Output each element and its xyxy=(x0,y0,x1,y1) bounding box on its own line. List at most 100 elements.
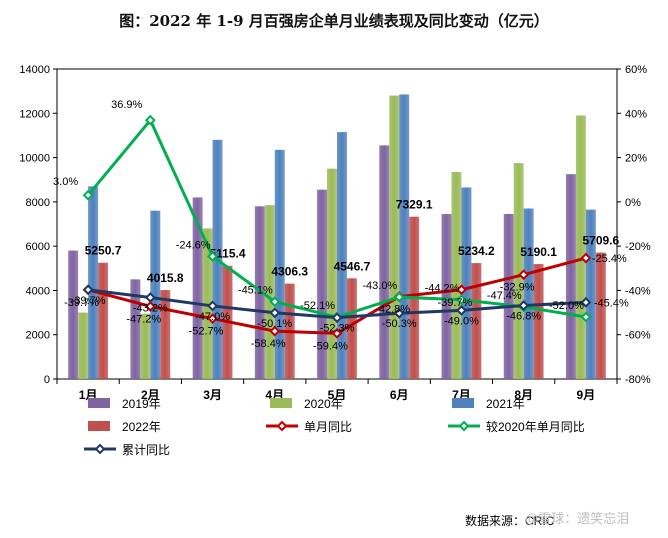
legend-label-较2020年单月同比: 较2020年单月同比 xyxy=(486,419,585,434)
line-label-较2020年单月同比: 36.9% xyxy=(111,99,142,111)
legend-marker-较2020年单月同比 xyxy=(458,420,470,432)
line-label-较2020年单月同比: -44.2% xyxy=(425,283,460,295)
marker-累计同比 xyxy=(144,292,156,303)
legend-swatch-2021年 xyxy=(452,398,474,408)
bar-2022年-9月 xyxy=(595,252,606,379)
right-tick-label: -40% xyxy=(625,285,651,297)
line-label-较2020年单月同比: -43.0% xyxy=(362,280,397,292)
bar-2021年-9月 xyxy=(585,209,596,379)
bar-2019年-3月 xyxy=(192,197,203,379)
line-label-单月同比: -39.7% xyxy=(437,297,472,309)
x-tick-label: 5月 xyxy=(328,388,347,402)
line-label-较2020年单月同比: -24.6% xyxy=(176,239,211,251)
watermark: @雪球：遗笑忘泪 xyxy=(525,511,629,526)
marker-单月同比 xyxy=(580,252,592,264)
x-tick-label: 2月 xyxy=(141,388,160,402)
right-tick-label: -20% xyxy=(625,241,651,253)
right-tick-label: 60% xyxy=(625,64,647,76)
marker-累计同比 xyxy=(207,300,218,312)
line-label-单月同比: -47.2% xyxy=(126,313,161,325)
right-tick-label: 20% xyxy=(625,153,647,165)
bar-2019年-9月 xyxy=(565,174,576,379)
line-label-较2020年单月同比: -52.1% xyxy=(300,300,335,312)
chart-title: 图：2022 年 1-9 月百强房企单月业绩表现及同比变动（亿元） xyxy=(119,12,549,30)
line-label-累计同比: -46.8% xyxy=(506,310,541,322)
line-label-单月同比: -25.4% xyxy=(592,253,627,265)
x-tick-label: 8月 xyxy=(514,388,533,402)
marker-较2020年单月同比 xyxy=(82,189,94,201)
bar-value-label: 5115.4 xyxy=(209,247,245,261)
bar-2020年-1月 xyxy=(78,312,89,379)
legend-label-2022年: 2022年 xyxy=(122,420,161,434)
line-label-较2020年单月同比: -52.0% xyxy=(549,300,584,312)
bar-2021年-6月 xyxy=(399,94,410,379)
bar-2020年-6月 xyxy=(389,95,400,380)
marker-单月同比 xyxy=(331,327,343,339)
marker-累计同比 xyxy=(518,300,530,311)
legend-label-2021年: 2021年 xyxy=(486,397,525,411)
marker-单月同比 xyxy=(144,300,156,312)
marker-单月同比 xyxy=(207,313,218,324)
bar-2022年-5月 xyxy=(346,278,357,379)
line-label-单月同比: -39.7% xyxy=(64,297,99,309)
bar-2021年-2月 xyxy=(150,210,161,379)
bar-value-label: 4546.7 xyxy=(334,259,371,273)
left-tick-label: 0 xyxy=(44,374,50,386)
line-label-单月同比: -52.7% xyxy=(189,326,224,338)
bar-2019年-1月 xyxy=(68,250,79,379)
line-label-较2020年单月同比: 3.0% xyxy=(53,176,78,188)
left-tick-label: 12000 xyxy=(19,108,50,120)
bar-2021年-8月 xyxy=(523,208,534,379)
bar-2019年-2月 xyxy=(130,279,141,379)
line-labels: -39.7% -47.2% -52.7% -58.4% -59.4% -42.8% -39.… xyxy=(53,99,629,352)
bar-2020年-8月 xyxy=(513,163,524,379)
bar-2021年-4月 xyxy=(274,149,285,379)
line-label-累计同比: -50.3% xyxy=(382,318,417,330)
line-label-累计同比: -50.1% xyxy=(257,318,292,330)
marker-较2020年单月同比 xyxy=(144,114,156,126)
bar-value-label: 5709.6 xyxy=(582,234,619,248)
marker-单月同比 xyxy=(456,284,467,296)
legend-swatch-2022年 xyxy=(88,421,110,431)
marker-较2020年单月同比 xyxy=(207,250,218,262)
line-label-较2020年单月同比: -47.4% xyxy=(487,290,522,302)
marker-累计同比 xyxy=(269,307,281,319)
bar-2020年-3月 xyxy=(202,228,213,379)
bar-2021年-5月 xyxy=(337,132,347,379)
bar-2022年-1月 xyxy=(98,262,109,379)
line-label-单月同比: -58.4% xyxy=(251,338,286,350)
bar-value-labels: 5250.7 4015.8 5115.4 4306.3 4546.7 7329.1 5234… xyxy=(85,198,620,285)
legend-label-2019年: 2019年 xyxy=(122,397,161,411)
marker-累计同比 xyxy=(393,307,405,319)
right-tick-label: 40% xyxy=(625,108,647,120)
axes: 0 2000 4000 6000 8000 10000 12000 14000 -80% -60%… xyxy=(19,64,650,402)
line-label-单月同比: -42.8% xyxy=(375,304,410,316)
marker-单月同比 xyxy=(269,325,281,337)
legend-label-累计同比: 累计同比 xyxy=(122,443,170,457)
bar-value-label: 5190.1 xyxy=(520,245,557,259)
left-tick-label: 8000 xyxy=(26,197,50,209)
bar-value-label: 5250.7 xyxy=(85,244,122,258)
line-label-单月同比: -32.9% xyxy=(500,282,535,294)
bar-2020年-2月 xyxy=(140,313,151,379)
left-tick-label: 6000 xyxy=(26,241,50,253)
marker-较2020年单月同比 xyxy=(580,311,592,323)
line-label-累计同比: -47.0% xyxy=(195,311,230,323)
marker-累计同比 xyxy=(580,296,592,308)
marker-较2020年单月同比 xyxy=(456,294,467,306)
line-label-累计同比: -39.7% xyxy=(71,295,106,307)
left-tick-label: 14000 xyxy=(19,64,50,76)
bar-2022年-8月 xyxy=(533,264,544,379)
right-tick-label: 0% xyxy=(625,197,641,209)
bar-2019年-5月 xyxy=(317,189,328,379)
left-tick-label: 10000 xyxy=(19,153,50,165)
x-tick-label: 6月 xyxy=(390,388,409,402)
bar-value-label: 4306.3 xyxy=(271,265,308,279)
legend-label-单月同比: 单月同比 xyxy=(304,420,352,434)
x-tick-label: 3月 xyxy=(203,388,222,402)
marker-较2020年单月同比 xyxy=(269,296,281,308)
bar-value-label: 5234.2 xyxy=(458,244,495,258)
bar-2022年-7月 xyxy=(471,263,482,379)
bar-2020年-4月 xyxy=(264,205,275,379)
left-tick-label: 4000 xyxy=(26,285,50,297)
